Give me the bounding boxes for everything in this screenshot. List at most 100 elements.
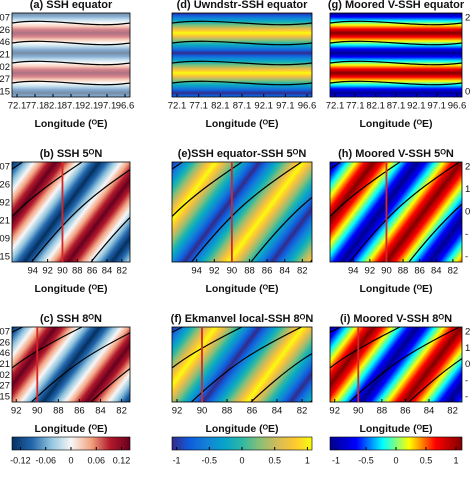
x-tick-label: 72.1 [326,101,345,112]
x-tick-label: 87.1 [387,101,406,112]
x-axis-label: Longitude (ᴼE) [359,423,432,435]
y-tick-label: 0 [465,87,470,98]
x-tick-label: 90 [32,406,43,417]
y-tick-label: 92 [0,198,10,209]
x-tick-label: 86 [400,406,411,417]
x-tick-label: 88 [398,266,409,277]
x-axis-label: Longitude (ᴼE) [34,423,107,435]
panel-title: (a) SSH equator [30,0,113,11]
x-tick-label: 84 [424,406,435,417]
x-tick-label: 90 [197,406,208,417]
x-tick-label: 97.1 [276,101,295,112]
x-tick-label: 94 [27,266,38,277]
x-tick-label: 86 [262,266,273,277]
y-tick-label: 2 [465,327,470,338]
x-tick-label: 82 [116,406,127,417]
colorbar-tick-label: -0.5 [202,455,218,465]
x-tick-label: 87.1 [62,101,81,112]
panel-title: (h) Moored V-SSH 5ᴼN [338,148,454,160]
y-tick-label: 46 [0,348,10,359]
colorbar-tick-label: -0.12 [10,455,31,465]
y-tick-label: 1 [465,343,470,354]
panel-title: (i) Moored V-SSH 8ᴼN [340,313,452,325]
y-tick-label: - [465,252,468,263]
y-tick-label: 02 [0,62,10,73]
x-tick-label: 90 [353,406,364,417]
x-tick-label: 77.1 [26,101,45,112]
x-tick-label: 82.1 [366,101,385,112]
x-tick-label: 84 [279,266,290,277]
x-tick-label: 92 [42,266,53,277]
y-tick-label: 2 [465,13,470,24]
x-tick-label: 92 [329,406,340,417]
y-tick-label: 07 [0,162,10,173]
y-tick-label: 27 [0,74,10,85]
y-tick-label: 02 [0,370,10,381]
x-tick-label: 77.1 [189,101,208,112]
x-tick-label: 97.1 [427,101,446,112]
x-axis-label: Longitude (ᴼE) [34,118,107,130]
colorbar-tick-label: -0.5 [358,455,374,465]
x-tick-label: 82 [297,406,308,417]
y-tick-label: - [465,229,468,240]
x-tick-label: 84 [102,266,113,277]
y-tick-label: 27 [0,381,10,392]
y-tick-label: 15 [0,392,10,403]
y-tick-label: 15 [0,87,10,98]
x-tick-label: 82.1 [211,101,230,112]
x-axis-label: Longitude (ᴼE) [359,283,432,295]
y-tick-label: 21 [0,359,10,370]
panel-title: (e)SSH equator-SSH 5ᴼN [178,148,307,160]
panel-title: (g) Moored V-SSH equator [328,0,465,11]
y-tick-label: 15 [0,252,10,263]
colorbar-tick-label: 0 [68,455,73,465]
y-tick-label: 1 [465,184,470,195]
heatmap [172,327,312,402]
y-tick-label: 21 [0,216,10,227]
colorbar-tick-label: -1 [173,455,181,465]
heatmap [12,327,130,402]
x-tick-label: 92.1 [254,101,273,112]
colorbar-tick-label: 1 [453,455,458,465]
x-tick-label: 82 [117,266,128,277]
x-tick-label: 92.1 [407,101,426,112]
x-tick-label: 92 [209,266,220,277]
x-tick-label: 82.1 [44,101,63,112]
x-tick-label: 82 [297,266,308,277]
x-tick-label: 88 [222,406,233,417]
heatmap [330,327,462,402]
x-tick-label: 88 [244,266,255,277]
x-tick-label: 88 [377,406,388,417]
colorbar-tick-label: 0.12 [113,455,131,465]
y-tick-label: 46 [0,37,10,48]
x-tick-label: 97.1 [98,101,117,112]
colorbar-tick-label: -1 [332,455,340,465]
x-tick-label: 92 [365,266,376,277]
x-tick-label: 82 [447,406,458,417]
y-tick-label: - [465,392,468,403]
x-tick-label: 77.1 [346,101,365,112]
x-tick-label: 90 [57,266,68,277]
x-tick-label: 86 [247,406,258,417]
x-axis-label: Longitude (ᴼE) [205,283,278,295]
x-tick-label: 92 [172,406,183,417]
x-tick-label: 87.1 [233,101,252,112]
y-tick-label: 26 [0,25,10,36]
y-tick-label: 26 [0,337,10,348]
y-tick-label: 26 [0,180,10,191]
x-tick-label: 92 [11,406,22,417]
x-tick-label: 96.6 [116,101,135,112]
heatmap [172,162,312,262]
colorbar-tick-label: 0.5 [268,455,281,465]
colorbar-tick-label: -0.06 [35,455,56,465]
x-tick-label: 90 [227,266,238,277]
y-tick-label: - [465,375,468,386]
x-tick-label: 86 [74,406,85,417]
panel-title: (f) Ekmanvel local-SSH 8ᴼN [171,313,314,325]
heatmap [330,162,462,262]
panel-title: (c) SSH 8ᴼN [40,313,102,325]
panel-title: (b) SSH 5ᴼN [40,148,103,160]
colorbar-tick-label: 0 [393,455,398,465]
